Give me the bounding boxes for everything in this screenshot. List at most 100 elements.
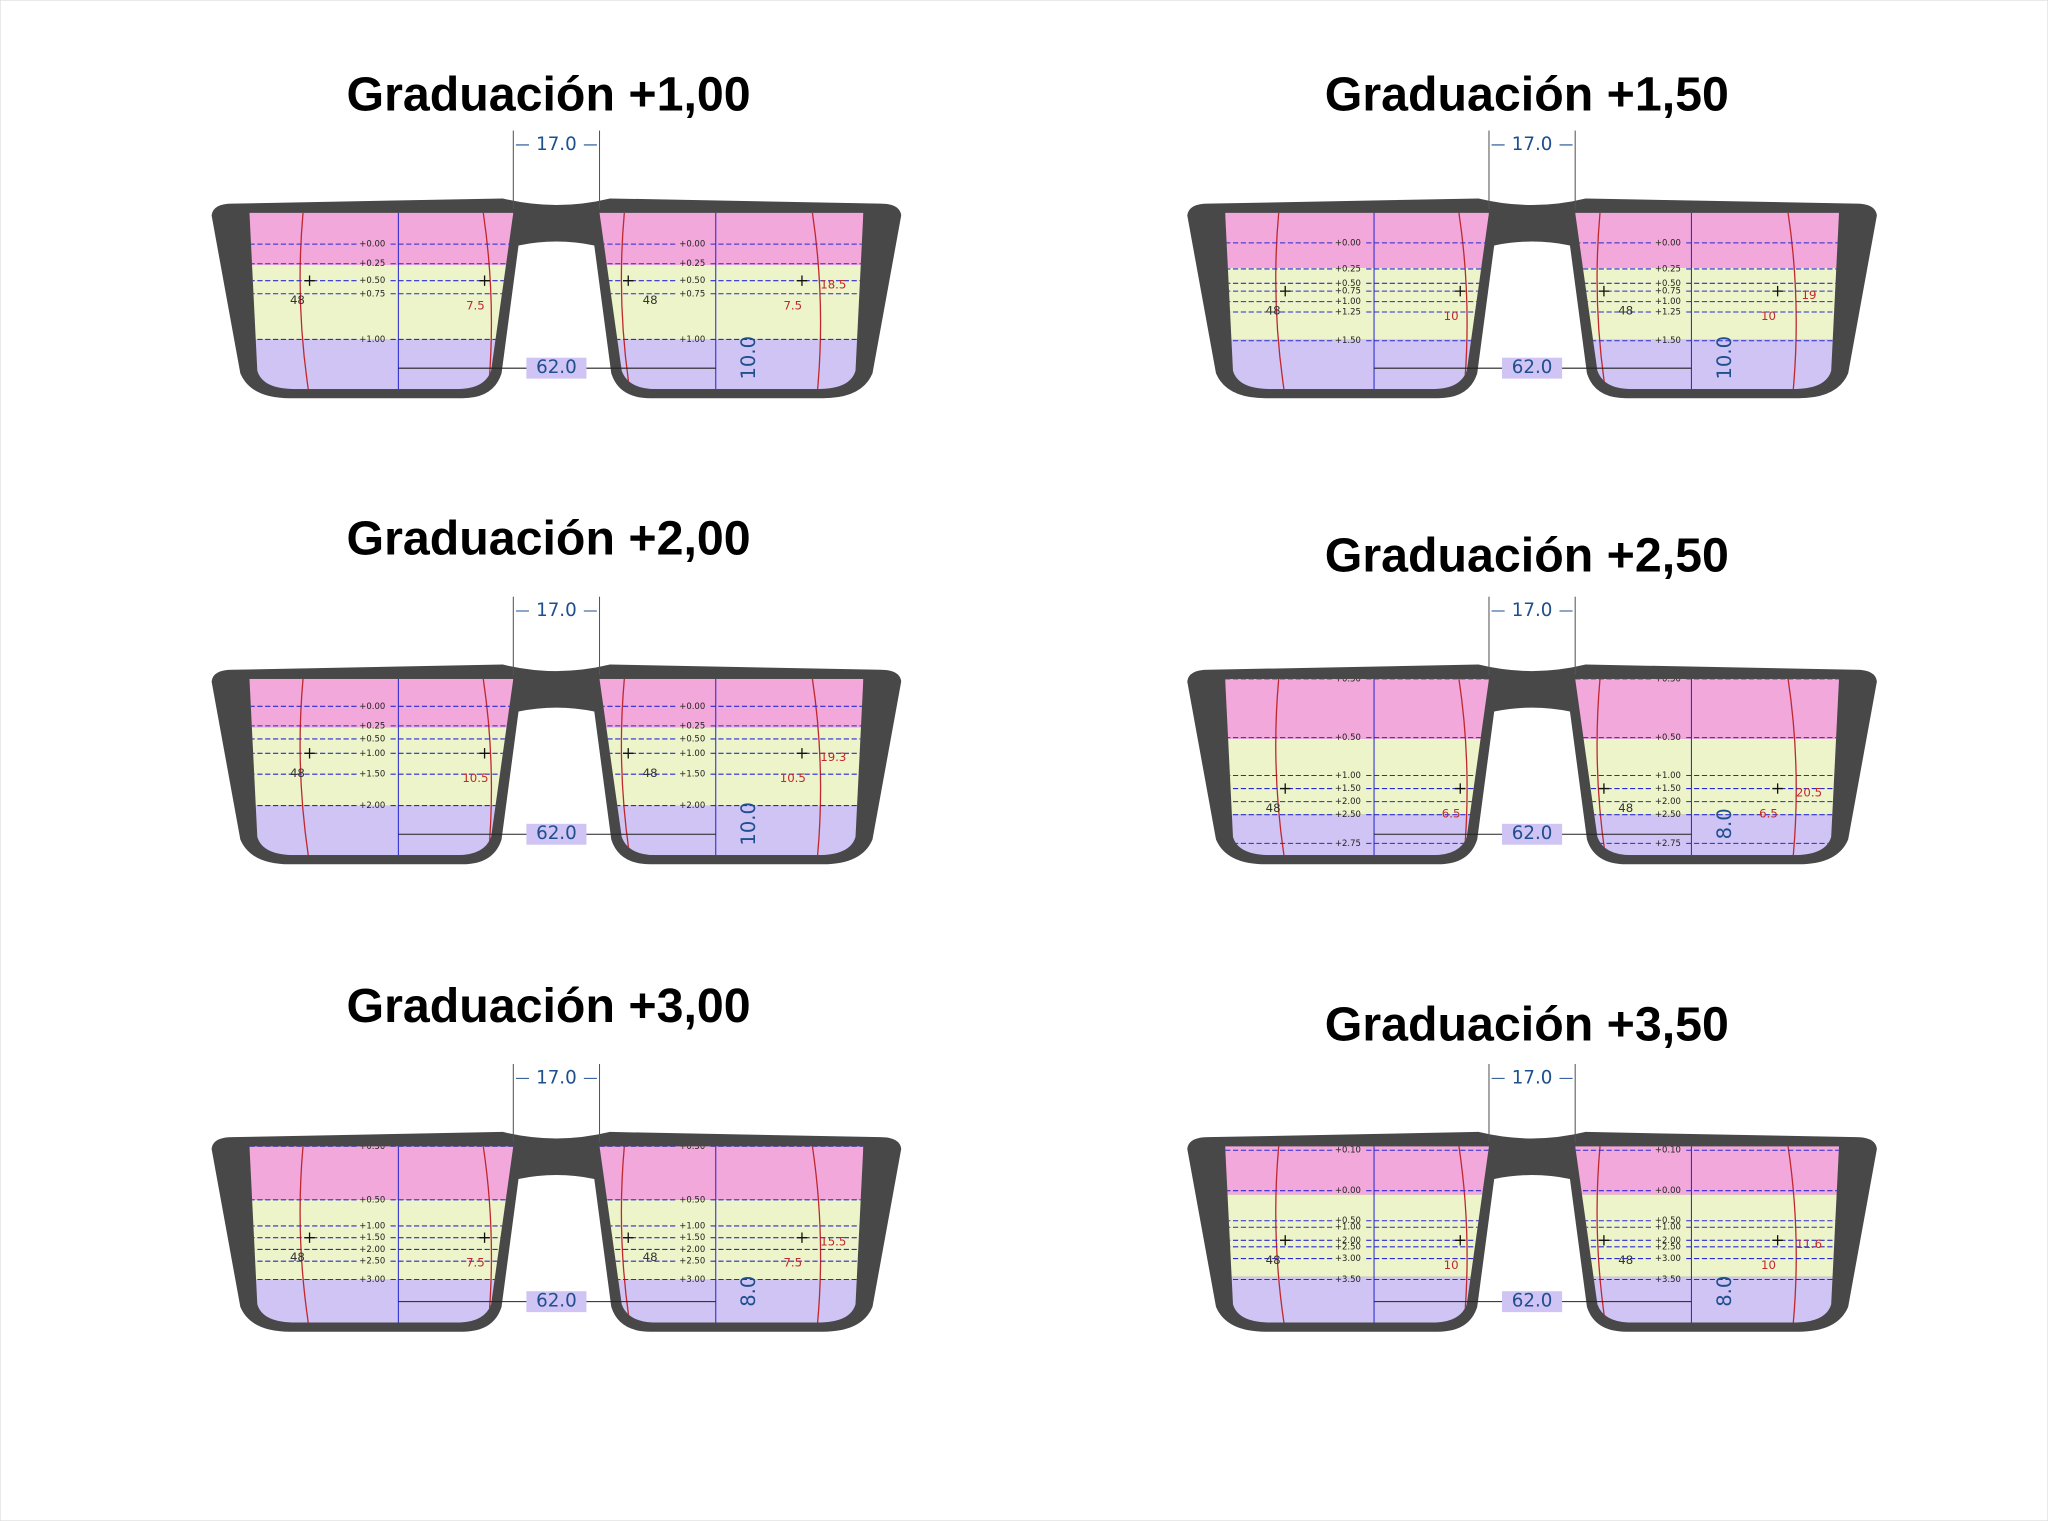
- middle-zone: [249, 727, 514, 806]
- power-label: +1.00: [359, 1220, 385, 1230]
- zone-label: 20.5: [1796, 785, 1822, 799]
- glasses: +0.10+0.00+0.50+1.00+2.00+2.50+3.00+3.50…: [1187, 1064, 1877, 1332]
- fitting-cross: [479, 1232, 490, 1243]
- fitting-cross: [1772, 783, 1783, 794]
- corridor-label: 7.5: [783, 1255, 802, 1269]
- fitting-cross: [796, 1232, 808, 1243]
- fitting-cross: [304, 275, 315, 286]
- corridor-label: 10.5: [780, 771, 806, 785]
- panel-title: Graduación +2,50: [1325, 529, 1729, 583]
- power-label: +0.00: [1335, 237, 1361, 247]
- fitting-cross: [1280, 1235, 1291, 1246]
- power-label: +0.50: [1655, 278, 1681, 288]
- near-zone: [1225, 814, 1489, 856]
- pd-label: 62.0: [536, 823, 577, 844]
- fitting-cross: [796, 275, 808, 286]
- power-label: +0.75: [679, 288, 705, 298]
- pd-bg: [526, 1291, 587, 1313]
- power-label: +0.50: [1335, 673, 1361, 683]
- panel-title: Graduación +3,00: [347, 979, 751, 1033]
- fitting-cross: [1455, 285, 1466, 297]
- power-label: +2.50: [1335, 1241, 1361, 1251]
- power-label: +2.50: [679, 1256, 705, 1266]
- zone-label: 18.5: [820, 278, 846, 292]
- power-label: +1.00: [1335, 770, 1361, 780]
- power-label: +1.00: [1335, 296, 1361, 306]
- fitting-height: 10.0: [737, 802, 760, 846]
- power-label: +1.00: [679, 334, 705, 344]
- far-zone: [249, 678, 514, 728]
- lens: +0.10 +0.00 +0.50+1.00 +2.00+2.50 +3.00 +3.50…: [1225, 1146, 1489, 1323]
- power-label: +2.00: [1335, 796, 1361, 806]
- far-zone: [599, 212, 864, 266]
- pd-label: 62.0: [536, 1291, 577, 1312]
- glasses: +0.50 +0.50 +1.00 +1.50 +2.00 +2.50 +3.00 7.5 48…: [211, 1064, 902, 1332]
- lens: +0.10 +0.00 +0.50+1.00 +2.00+2.50 +3.00 +3.50…: [1575, 1146, 1840, 1323]
- fitting-cross: [1598, 783, 1610, 794]
- corridor-label: 7.5: [466, 298, 485, 312]
- power-label: +2.00: [359, 1244, 385, 1254]
- power-label: +0.50: [359, 1194, 385, 1204]
- corridor-label: 10: [1761, 1258, 1776, 1272]
- lens: +0.50 +0.50 +1.00 +1.50 +2.00 +2.50 +3.00 7.5 48: [249, 1146, 514, 1323]
- bridge-label: 17.0: [1512, 134, 1553, 155]
- far-zone: [1575, 1146, 1840, 1195]
- fitting-cross: [479, 748, 490, 759]
- power-label: +1.00: [1655, 1222, 1681, 1232]
- power-label: +0.00: [1335, 1185, 1361, 1195]
- bridge-bg: [1504, 600, 1560, 622]
- width-label: 48: [1618, 304, 1633, 318]
- glasses: +0.50 +0.50 +1.00 +1.50 +2.00 +2.50 +2.75 6.5 48…: [1187, 596, 1877, 865]
- fitting-cross: [304, 1232, 315, 1243]
- power-label: +3.00: [1655, 1253, 1681, 1263]
- corridor-label: 7.5: [466, 1255, 485, 1269]
- lens: +0.00 +0.25 +0.50 +0.75 +1.00 7.5 48: [249, 212, 514, 390]
- power-label: +0.00: [1655, 237, 1681, 247]
- width-label: 48: [1266, 304, 1281, 318]
- pd-bg: [526, 357, 587, 379]
- power-label: +2.50: [1335, 809, 1361, 819]
- power-label: +3.00: [1335, 1253, 1361, 1263]
- far-zone: [1225, 212, 1489, 268]
- power-label: +3.50: [1335, 1274, 1361, 1284]
- power-label: +1.00: [1655, 770, 1681, 780]
- power-label: +1.50: [1335, 783, 1361, 793]
- fitting-cross: [623, 748, 634, 759]
- far-zone: [1575, 212, 1840, 268]
- power-label: +2.50: [359, 1256, 385, 1266]
- width-label: 48: [290, 293, 305, 307]
- zone-label: 19.3: [820, 750, 846, 764]
- corridor-label: 7.5: [783, 298, 802, 312]
- pd-bg: [526, 823, 587, 845]
- power-label: +0.00: [359, 239, 385, 249]
- power-label: +1.50: [359, 1232, 385, 1242]
- power-label: +0.00: [1655, 1185, 1681, 1195]
- power-label: +0.25: [359, 720, 385, 730]
- power-label: +0.75: [1335, 286, 1361, 296]
- bridge-label: 17.0: [536, 134, 577, 155]
- lens: +0.00 +0.25 +0.50+0.75+1.00+1.25 +1.50 10 48 1…: [1575, 212, 1840, 390]
- far-zone: [599, 1146, 864, 1200]
- near-zone: [249, 805, 514, 856]
- fitting-height: 10.0: [1713, 336, 1736, 380]
- power-label: +2.00: [359, 800, 385, 810]
- power-label: +3.00: [359, 1274, 385, 1284]
- power-label: +2.00: [1655, 1235, 1681, 1245]
- glasses: +0.00+0.25+0.50+0.75+1.00+1.25+1.501048+…: [1187, 130, 1877, 399]
- width-label: 48: [1266, 801, 1281, 815]
- fitting-cross: [1280, 783, 1291, 794]
- power-label: +0.25: [359, 258, 385, 268]
- far-zone: [599, 678, 864, 728]
- bridge-label: 17.0: [1512, 600, 1553, 621]
- near-zone: [249, 1279, 514, 1323]
- pd-label: 62.0: [1512, 357, 1553, 378]
- power-label: +1.00: [1655, 296, 1681, 306]
- fitting-cross: [1455, 1235, 1466, 1246]
- pd-bg: [1502, 1291, 1563, 1313]
- fitting-cross: [623, 1232, 634, 1243]
- pd-bg: [1502, 357, 1563, 379]
- fitting-cross: [623, 275, 634, 286]
- pd-label: 62.0: [1512, 823, 1553, 844]
- fitting-cross: [1598, 285, 1610, 297]
- power-label: +0.50: [1655, 673, 1681, 683]
